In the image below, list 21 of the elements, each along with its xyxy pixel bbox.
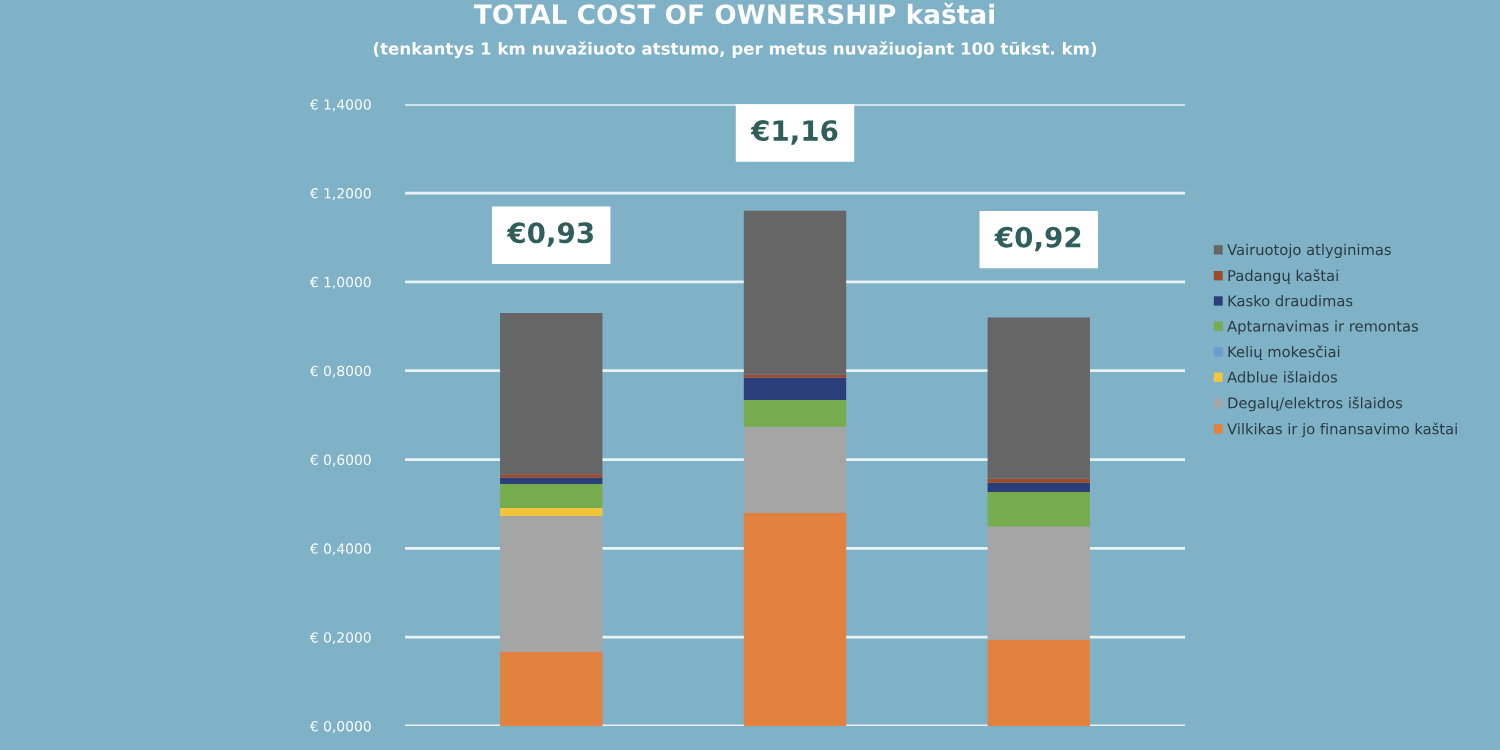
- bar: [987, 491, 1090, 527]
- bar: [500, 312, 603, 475]
- total-label: €1,16: [750, 120, 838, 145]
- total-label: €0,92: [994, 226, 1081, 252]
- chart-title: TOTAL COST OF OWNERSHIP kaštai: [473, 2, 994, 25]
- bar: [743, 426, 847, 513]
- bar: [500, 477, 603, 484]
- chart-subtitle: (tenkantys 1 km nuvažiuoto atstumo, per metus nuvažiuojant 100 tūkst. km): [373, 41, 1097, 59]
- bar: [500, 651, 603, 726]
- bar: [500, 483, 603, 508]
- bar: [987, 526, 1090, 640]
- bar: [987, 639, 1090, 726]
- bar: [743, 512, 847, 726]
- bar: [500, 515, 603, 652]
- bar: [743, 377, 847, 401]
- bar: [987, 482, 1090, 492]
- bar: [743, 400, 847, 427]
- bar: [500, 507, 603, 516]
- total-label: €0,93: [506, 222, 593, 247]
- bar: [987, 317, 1090, 479]
- bar: [743, 210, 847, 375]
